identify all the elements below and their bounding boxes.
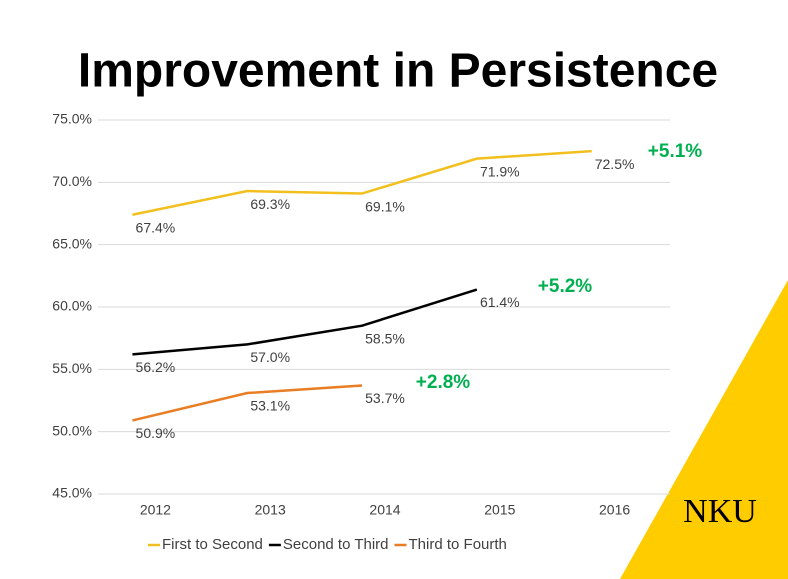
y-tick-label: 60.0%	[52, 298, 92, 314]
decor-triangle	[620, 280, 788, 579]
series-line	[132, 149, 592, 216]
series-line	[132, 384, 363, 422]
data-label: 67.4%	[136, 219, 176, 235]
annotation: +5.2%	[538, 276, 593, 297]
x-tick-label: 2012	[140, 502, 171, 518]
x-tick-label: 2016	[599, 502, 630, 518]
series-line	[132, 288, 478, 356]
data-label: 53.7%	[365, 390, 405, 406]
data-label: 69.1%	[365, 198, 405, 214]
annotation: +2.8%	[416, 372, 471, 393]
chart-title: Improvement in Persistence	[78, 45, 718, 98]
data-label: 58.5%	[365, 330, 405, 346]
data-label: 69.3%	[250, 196, 290, 212]
x-tick-label: 2013	[255, 502, 286, 518]
legend-label: Third to Fourth	[409, 536, 507, 553]
logo: NKU	[683, 493, 757, 530]
y-tick-label: 50.0%	[52, 422, 92, 438]
y-tick-label: 65.0%	[52, 235, 92, 251]
data-label: 61.4%	[480, 294, 520, 310]
legend-label: Second to Third	[283, 536, 389, 553]
data-label: 71.9%	[480, 163, 520, 179]
y-tick-label: 45.0%	[52, 485, 92, 501]
y-tick-label: 70.0%	[52, 173, 92, 189]
x-tick-label: 2015	[484, 502, 515, 518]
data-label: 56.2%	[136, 359, 176, 375]
data-label: 72.5%	[595, 156, 635, 172]
x-tick-label: 2014	[369, 502, 400, 518]
legend-label: First to Second	[162, 536, 263, 553]
data-label: 53.1%	[250, 398, 290, 414]
data-label: 50.9%	[136, 425, 176, 441]
y-tick-label: 55.0%	[52, 360, 92, 376]
data-label: 57.0%	[250, 349, 290, 365]
annotation: +5.1%	[648, 141, 703, 162]
y-tick-label: 75.0%	[52, 111, 92, 127]
